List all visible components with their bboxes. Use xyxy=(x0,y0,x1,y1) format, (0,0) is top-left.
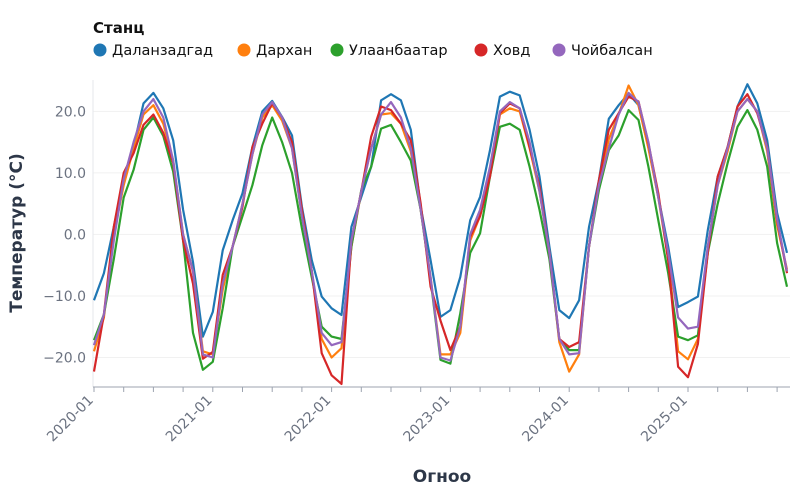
y-tick-label: 0.0 xyxy=(64,227,86,243)
series-line-Улаанбаатар xyxy=(92,108,789,371)
x-tick-label: 2022-01 xyxy=(282,393,335,446)
series-lines xyxy=(92,83,789,385)
x-axis-label: Огноо xyxy=(413,467,471,487)
x-tick-label: 2024-01 xyxy=(519,393,572,446)
legend-marker xyxy=(474,43,488,57)
series-line-Чойбалсан xyxy=(92,91,789,362)
x-axis: 2020-01 2021-01 2022-01 2023-01 2024-01 2025-… xyxy=(44,386,790,446)
y-axis-label: Температур (°C) xyxy=(7,153,27,312)
legend-label: Ховд xyxy=(493,43,530,59)
legend-label: Даланзадгад xyxy=(112,43,213,59)
legend-title: Станц xyxy=(93,19,144,37)
series-line-Даланзадгад xyxy=(92,83,789,338)
y-tick-label: −20.0 xyxy=(43,350,86,366)
legend-label: Дархан xyxy=(256,43,312,59)
series-line-Ховд xyxy=(92,93,789,385)
legend: Даланзадгад Дархан Улаанбаатар Ховд Чойбалса… xyxy=(93,43,653,59)
legend-label: Улаанбаатар xyxy=(349,43,448,59)
y-tick-label: 10.0 xyxy=(55,166,86,182)
x-tick-label: 2020-01 xyxy=(44,393,97,446)
legend-marker xyxy=(237,43,251,57)
legend-marker xyxy=(93,43,107,57)
y-tick-label: 20.0 xyxy=(55,104,86,120)
legend-marker xyxy=(552,43,566,57)
y-axis: 20.0 10.0 0.0 −10.0 −20.0 xyxy=(43,80,94,387)
x-tick-label: 2021-01 xyxy=(163,393,216,446)
y-tick-label: −10.0 xyxy=(43,289,86,305)
x-tick-label: 2023-01 xyxy=(401,393,454,446)
x-tick-label: 2025-01 xyxy=(638,393,691,446)
legend-label: Чойбалсан xyxy=(571,43,653,59)
legend-marker xyxy=(330,43,344,57)
